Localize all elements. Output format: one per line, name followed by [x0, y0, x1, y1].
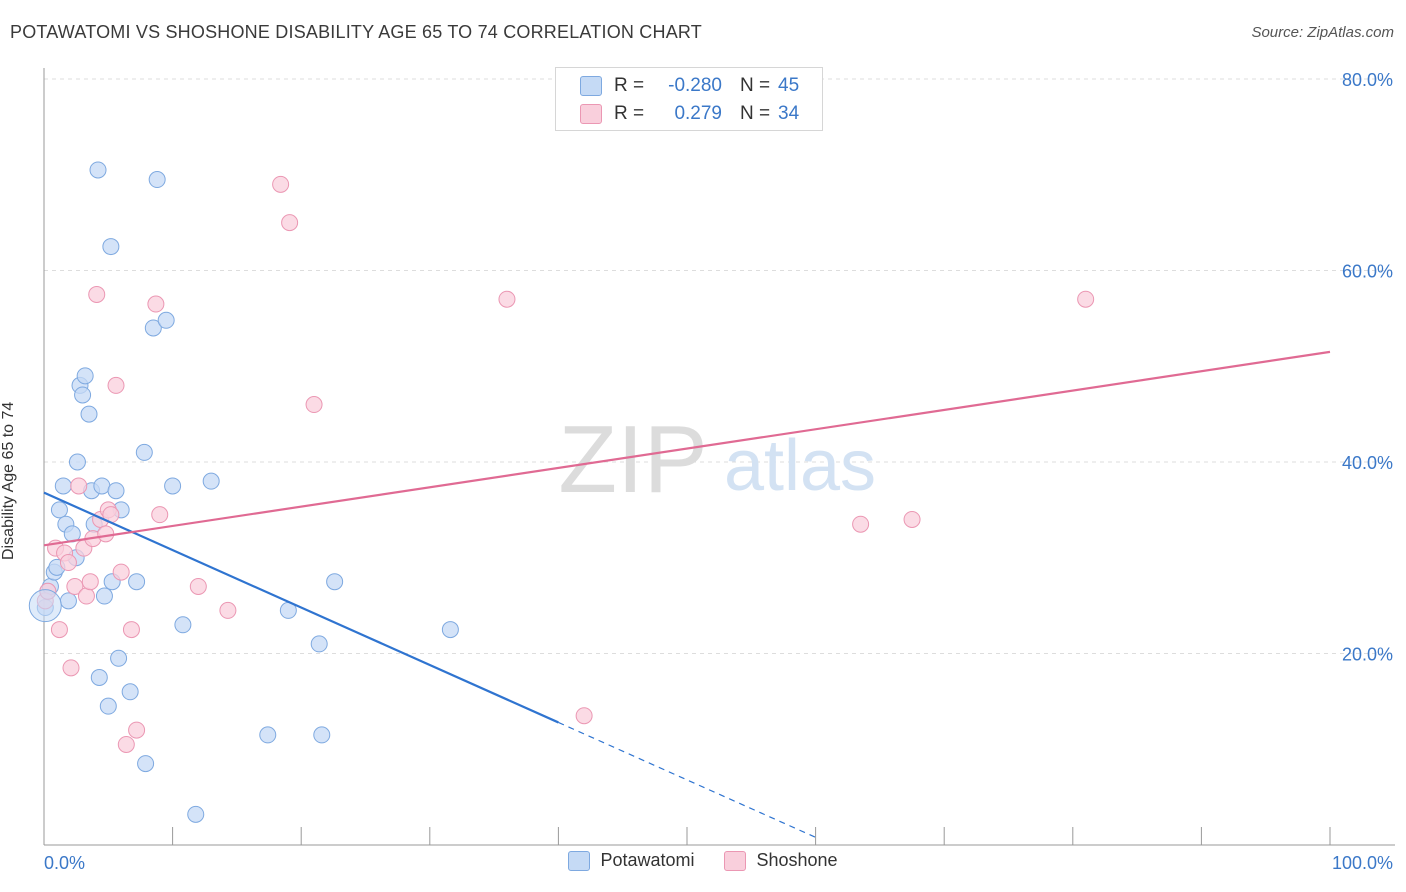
legend-label: Potawatomi — [600, 850, 695, 870]
shoshone-point — [575, 707, 593, 725]
potawatomi-point — [50, 501, 68, 519]
x-tick-label-max: 100.0% — [1332, 853, 1393, 873]
shoshone-point — [77, 587, 95, 605]
shoshone-point — [128, 721, 146, 739]
potawatomi-point — [59, 592, 77, 610]
legend-item-shoshone[interactable]: Shoshone — [724, 850, 838, 871]
potawatomi-point — [102, 238, 120, 256]
series-legend: Potawatomi Shoshone — [0, 850, 1406, 871]
shoshone-point — [70, 477, 88, 495]
potawatomi-point — [202, 472, 220, 490]
source-label: Source: ZipAtlas.com — [1251, 24, 1394, 41]
potawatomi-point — [99, 697, 117, 715]
potawatomi-point — [89, 161, 107, 179]
shoshone-point — [903, 510, 921, 528]
r-label: R = — [614, 75, 645, 96]
potawatomi-point — [313, 726, 331, 744]
potawatomi-point — [68, 453, 86, 471]
n-label: N = — [740, 75, 771, 96]
chart-title: POTAWATOMI VS SHOSHONE DISABILITY AGE 65… — [10, 22, 702, 42]
shoshone-point — [219, 601, 237, 619]
shoshone-point — [189, 577, 207, 595]
potawatomi-point — [148, 171, 166, 189]
n-value: 34 — [778, 103, 800, 124]
potawatomi-trend-line — [43, 491, 559, 724]
n-value: 45 — [778, 75, 800, 96]
potawatomi-point — [93, 477, 111, 495]
potawatomi-point — [259, 726, 277, 744]
potawatomi-point — [110, 649, 128, 667]
axes — [43, 68, 1395, 846]
data-points — [28, 161, 1095, 823]
legend-row-potawatomi: R = -0.280 N = 45 — [580, 73, 799, 99]
tick-labels: 20.0% 40.0% 60.0% 80.0% 0.0% 100.0% — [44, 70, 1393, 873]
shoshone-point — [151, 506, 169, 524]
shoshone-point — [122, 621, 140, 639]
potawatomi-point — [310, 635, 328, 653]
shoshone-point — [281, 214, 299, 232]
shoshone-point — [305, 396, 323, 414]
legend-row-shoshone: R = 0.279 N = 34 — [580, 101, 799, 127]
potawatomi-point — [128, 573, 146, 591]
stats-legend: R = -0.280 N = 45 R = 0.279 N = 34 — [555, 67, 823, 131]
shoshone-point — [1077, 290, 1095, 308]
y-tick-label-60: 60.0% — [1342, 262, 1393, 282]
potawatomi-point — [90, 668, 108, 686]
r-value: -0.280 — [668, 75, 722, 96]
potawatomi-point — [187, 805, 205, 823]
trend-lines — [43, 350, 1331, 838]
shoshone-point — [81, 573, 99, 591]
potawatomi-point — [121, 683, 139, 701]
potawatomi-point — [144, 319, 162, 337]
potawatomi-trend-extension — [558, 721, 816, 838]
shoshone-point — [852, 515, 870, 533]
potawatomi-point — [107, 482, 125, 500]
watermark-zip: ZIP — [558, 406, 707, 513]
potawatomi-swatch — [568, 850, 591, 871]
potawatomi-point — [174, 616, 192, 634]
legend-item-potawatomi[interactable]: Potawatomi — [568, 850, 694, 871]
potawatomi-point — [95, 587, 113, 605]
y-tick-label-80: 80.0% — [1342, 70, 1393, 90]
shoshone-point — [88, 285, 106, 303]
potawatomi-point — [54, 477, 72, 495]
potawatomi-point — [441, 621, 459, 639]
potawatomi-point — [164, 477, 182, 495]
shoshone-point — [498, 290, 516, 308]
potawatomi-point — [137, 755, 155, 773]
y-tick-label-20: 20.0% — [1342, 645, 1393, 665]
potawatomi-point-cluster — [28, 589, 62, 623]
potawatomi-point — [80, 405, 98, 423]
potawatomi-point — [76, 367, 94, 385]
shoshone-point — [59, 554, 77, 572]
watermark: ZIP atlas — [558, 406, 876, 513]
shoshone-point — [66, 577, 84, 595]
potawatomi-point — [326, 573, 344, 591]
potawatomi-point — [135, 443, 153, 461]
x-tick-label-min: 0.0% — [44, 853, 85, 873]
shoshone-point — [112, 563, 130, 581]
shoshone-point — [50, 621, 68, 639]
shoshone-swatch — [580, 104, 602, 124]
n-label: N = — [740, 103, 771, 124]
y-tick-label-40: 40.0% — [1342, 453, 1393, 473]
shoshone-point — [117, 735, 135, 753]
r-label: R = — [614, 103, 645, 124]
shoshone-point — [97, 525, 115, 543]
shoshone-point — [107, 376, 125, 394]
r-value: 0.279 — [674, 103, 722, 124]
shoshone-swatch — [724, 850, 747, 871]
potawatomi-point — [74, 386, 92, 404]
shoshone-point — [272, 175, 290, 193]
shoshone-point — [147, 295, 165, 313]
potawatomi-swatch — [580, 76, 602, 96]
watermark-atlas: atlas — [724, 426, 876, 506]
grid-lines — [44, 78, 1395, 654]
shoshone-trend-line — [43, 350, 1331, 547]
shoshone-point — [62, 659, 80, 677]
potawatomi-point — [157, 311, 175, 329]
legend-label: Shoshone — [756, 850, 838, 870]
